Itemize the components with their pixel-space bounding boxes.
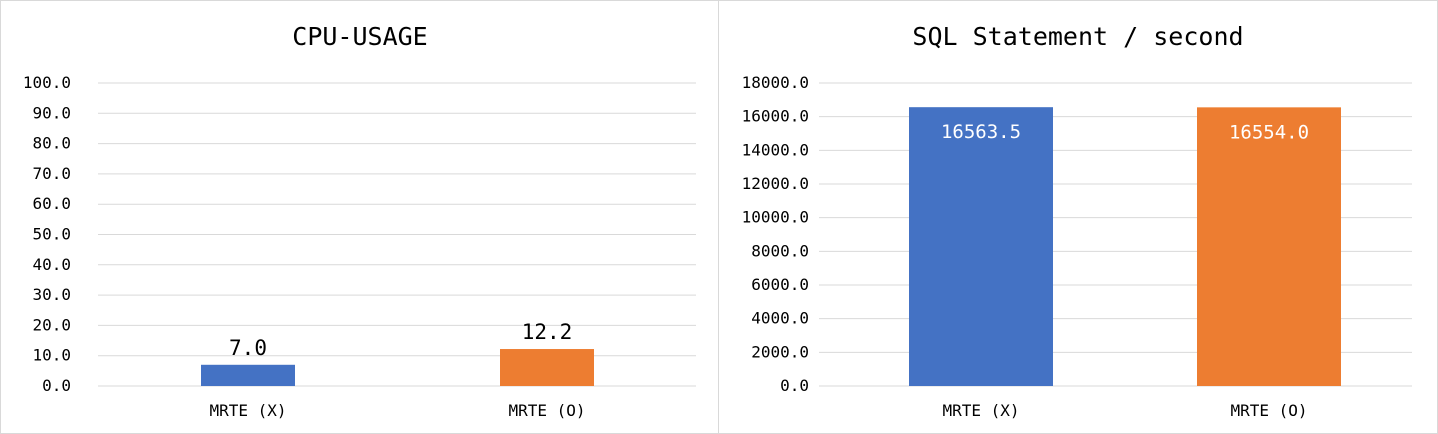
bar bbox=[909, 107, 1053, 386]
data-label: 16563.5 bbox=[941, 121, 1021, 143]
y-tick-label: 20.0 bbox=[32, 315, 71, 334]
y-tick-label: 6000.0 bbox=[751, 275, 809, 294]
y-tick-label: 30.0 bbox=[32, 285, 71, 304]
y-tick-label: 50.0 bbox=[32, 225, 71, 244]
y-tick-label: 80.0 bbox=[32, 134, 71, 153]
bar bbox=[201, 364, 295, 386]
chart-title: SQL Statement / second bbox=[912, 22, 1243, 51]
y-tick-label: 60.0 bbox=[32, 194, 71, 213]
y-tick-label: 10.0 bbox=[32, 346, 71, 365]
x-category-label: MRTE (X) bbox=[209, 401, 286, 420]
data-label: 7.0 bbox=[229, 336, 267, 360]
data-label: 12.2 bbox=[522, 320, 573, 344]
x-category-label: MRTE (O) bbox=[508, 401, 585, 420]
y-tick-label: 2000.0 bbox=[751, 342, 809, 361]
y-tick-label: 90.0 bbox=[32, 103, 71, 122]
y-tick-label: 16000.0 bbox=[742, 107, 809, 126]
y-tick-label: 100.0 bbox=[23, 73, 71, 92]
y-tick-label: 4000.0 bbox=[751, 309, 809, 328]
cpu-usage-chart-panel: CPU-USAGE 0.0 10.0 20.0 30.0 40.0 50.0 60.0 70.… bbox=[0, 0, 720, 434]
y-tick-label: 8000.0 bbox=[751, 241, 809, 260]
bar bbox=[1197, 107, 1341, 386]
cpu-usage-chart: CPU-USAGE 0.0 10.0 20.0 30.0 40.0 50.0 60.0 70.… bbox=[23, 22, 696, 420]
y-tick-label: 12000.0 bbox=[742, 174, 809, 193]
y-tick-label: 0.0 bbox=[42, 376, 71, 395]
bar bbox=[500, 349, 594, 386]
y-tick-label: 14000.0 bbox=[742, 140, 809, 159]
sql-statement-chart: SQL Statement / second 0.0 2000.0 4000.0 60… bbox=[742, 22, 1412, 420]
y-tick-label: 10000.0 bbox=[742, 208, 809, 227]
x-category-label: MRTE (O) bbox=[1230, 401, 1307, 420]
sql-statement-chart-panel: SQL Statement / second 0.0 2000.0 4000.0 60… bbox=[718, 0, 1438, 434]
chart-title: CPU-USAGE bbox=[292, 22, 427, 51]
y-tick-label: 0.0 bbox=[780, 376, 809, 395]
data-label: 16554.0 bbox=[1229, 121, 1309, 143]
y-tick-label: 70.0 bbox=[32, 164, 71, 183]
y-tick-label: 40.0 bbox=[32, 255, 71, 274]
x-category-label: MRTE (X) bbox=[942, 401, 1019, 420]
y-tick-label: 18000.0 bbox=[742, 73, 809, 92]
